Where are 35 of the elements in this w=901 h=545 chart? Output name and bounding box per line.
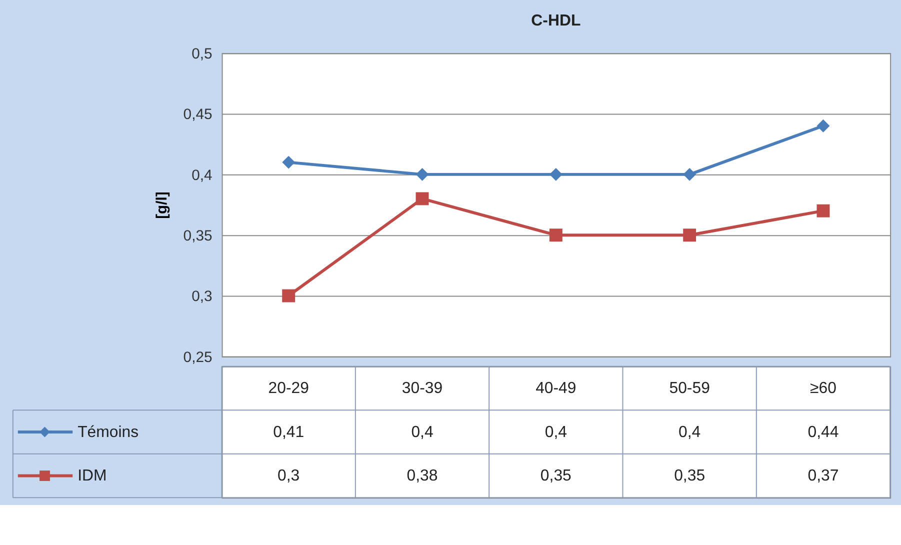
data-label: 0,41 [273, 424, 304, 441]
x-tick-label: 30-39 [402, 380, 443, 398]
point [549, 228, 562, 242]
point [282, 156, 296, 169]
point [816, 204, 830, 218]
data-label: 0,35 [540, 468, 572, 485]
y-tick-label: 0,35 [183, 228, 212, 245]
legend-label: IDM [78, 468, 107, 485]
point [549, 168, 562, 181]
data-label: 0,4 [544, 424, 568, 441]
x-tick-label: ≥60 [810, 380, 837, 398]
y-tick-label: 0,3 [192, 289, 212, 306]
y-tick-label: 0,25 [183, 350, 212, 366]
point [683, 168, 696, 181]
data-label: 0,4 [411, 424, 434, 441]
point [416, 192, 429, 206]
data-label: 0,38 [406, 468, 438, 485]
y-tick-label: 0,5 [192, 46, 212, 63]
chart-title: C-HDL [531, 12, 581, 30]
point [416, 168, 429, 181]
point [816, 119, 830, 132]
y-tick-label: 0,45 [183, 107, 212, 124]
legend-label: Témoins [78, 424, 139, 441]
x-tick-label: 40-49 [536, 380, 576, 398]
data-label: 0,44 [808, 424, 839, 441]
data-label: 0,4 [678, 424, 701, 441]
data-label: 0,3 [278, 468, 300, 485]
point [282, 289, 296, 302]
point [683, 228, 696, 242]
data-label: 0,37 [808, 468, 839, 485]
y-axis-title: [g/l] [154, 192, 170, 219]
y-tick-label: 0,4 [192, 168, 212, 184]
data-label: 0,35 [674, 468, 706, 485]
x-tick-label: 20-29 [268, 380, 310, 398]
x-tick-label: 50-59 [669, 380, 710, 398]
